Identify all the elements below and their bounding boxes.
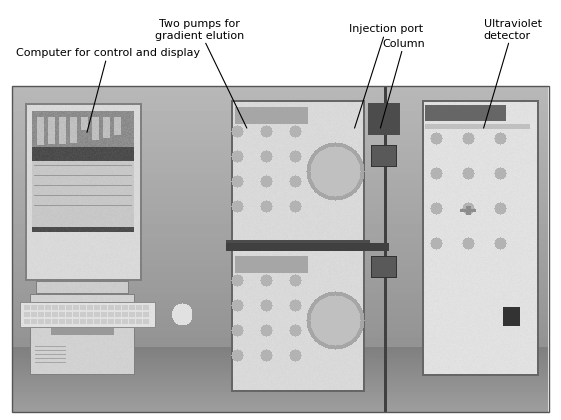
- Text: Computer for control and display: Computer for control and display: [16, 48, 200, 132]
- Text: Two pumps for
gradient elution: Two pumps for gradient elution: [154, 19, 247, 128]
- Text: Ultraviolet
detector: Ultraviolet detector: [484, 19, 541, 128]
- Text: Injection port: Injection port: [349, 24, 423, 128]
- Bar: [12, 86, 549, 412]
- Text: Column: Column: [380, 39, 425, 128]
